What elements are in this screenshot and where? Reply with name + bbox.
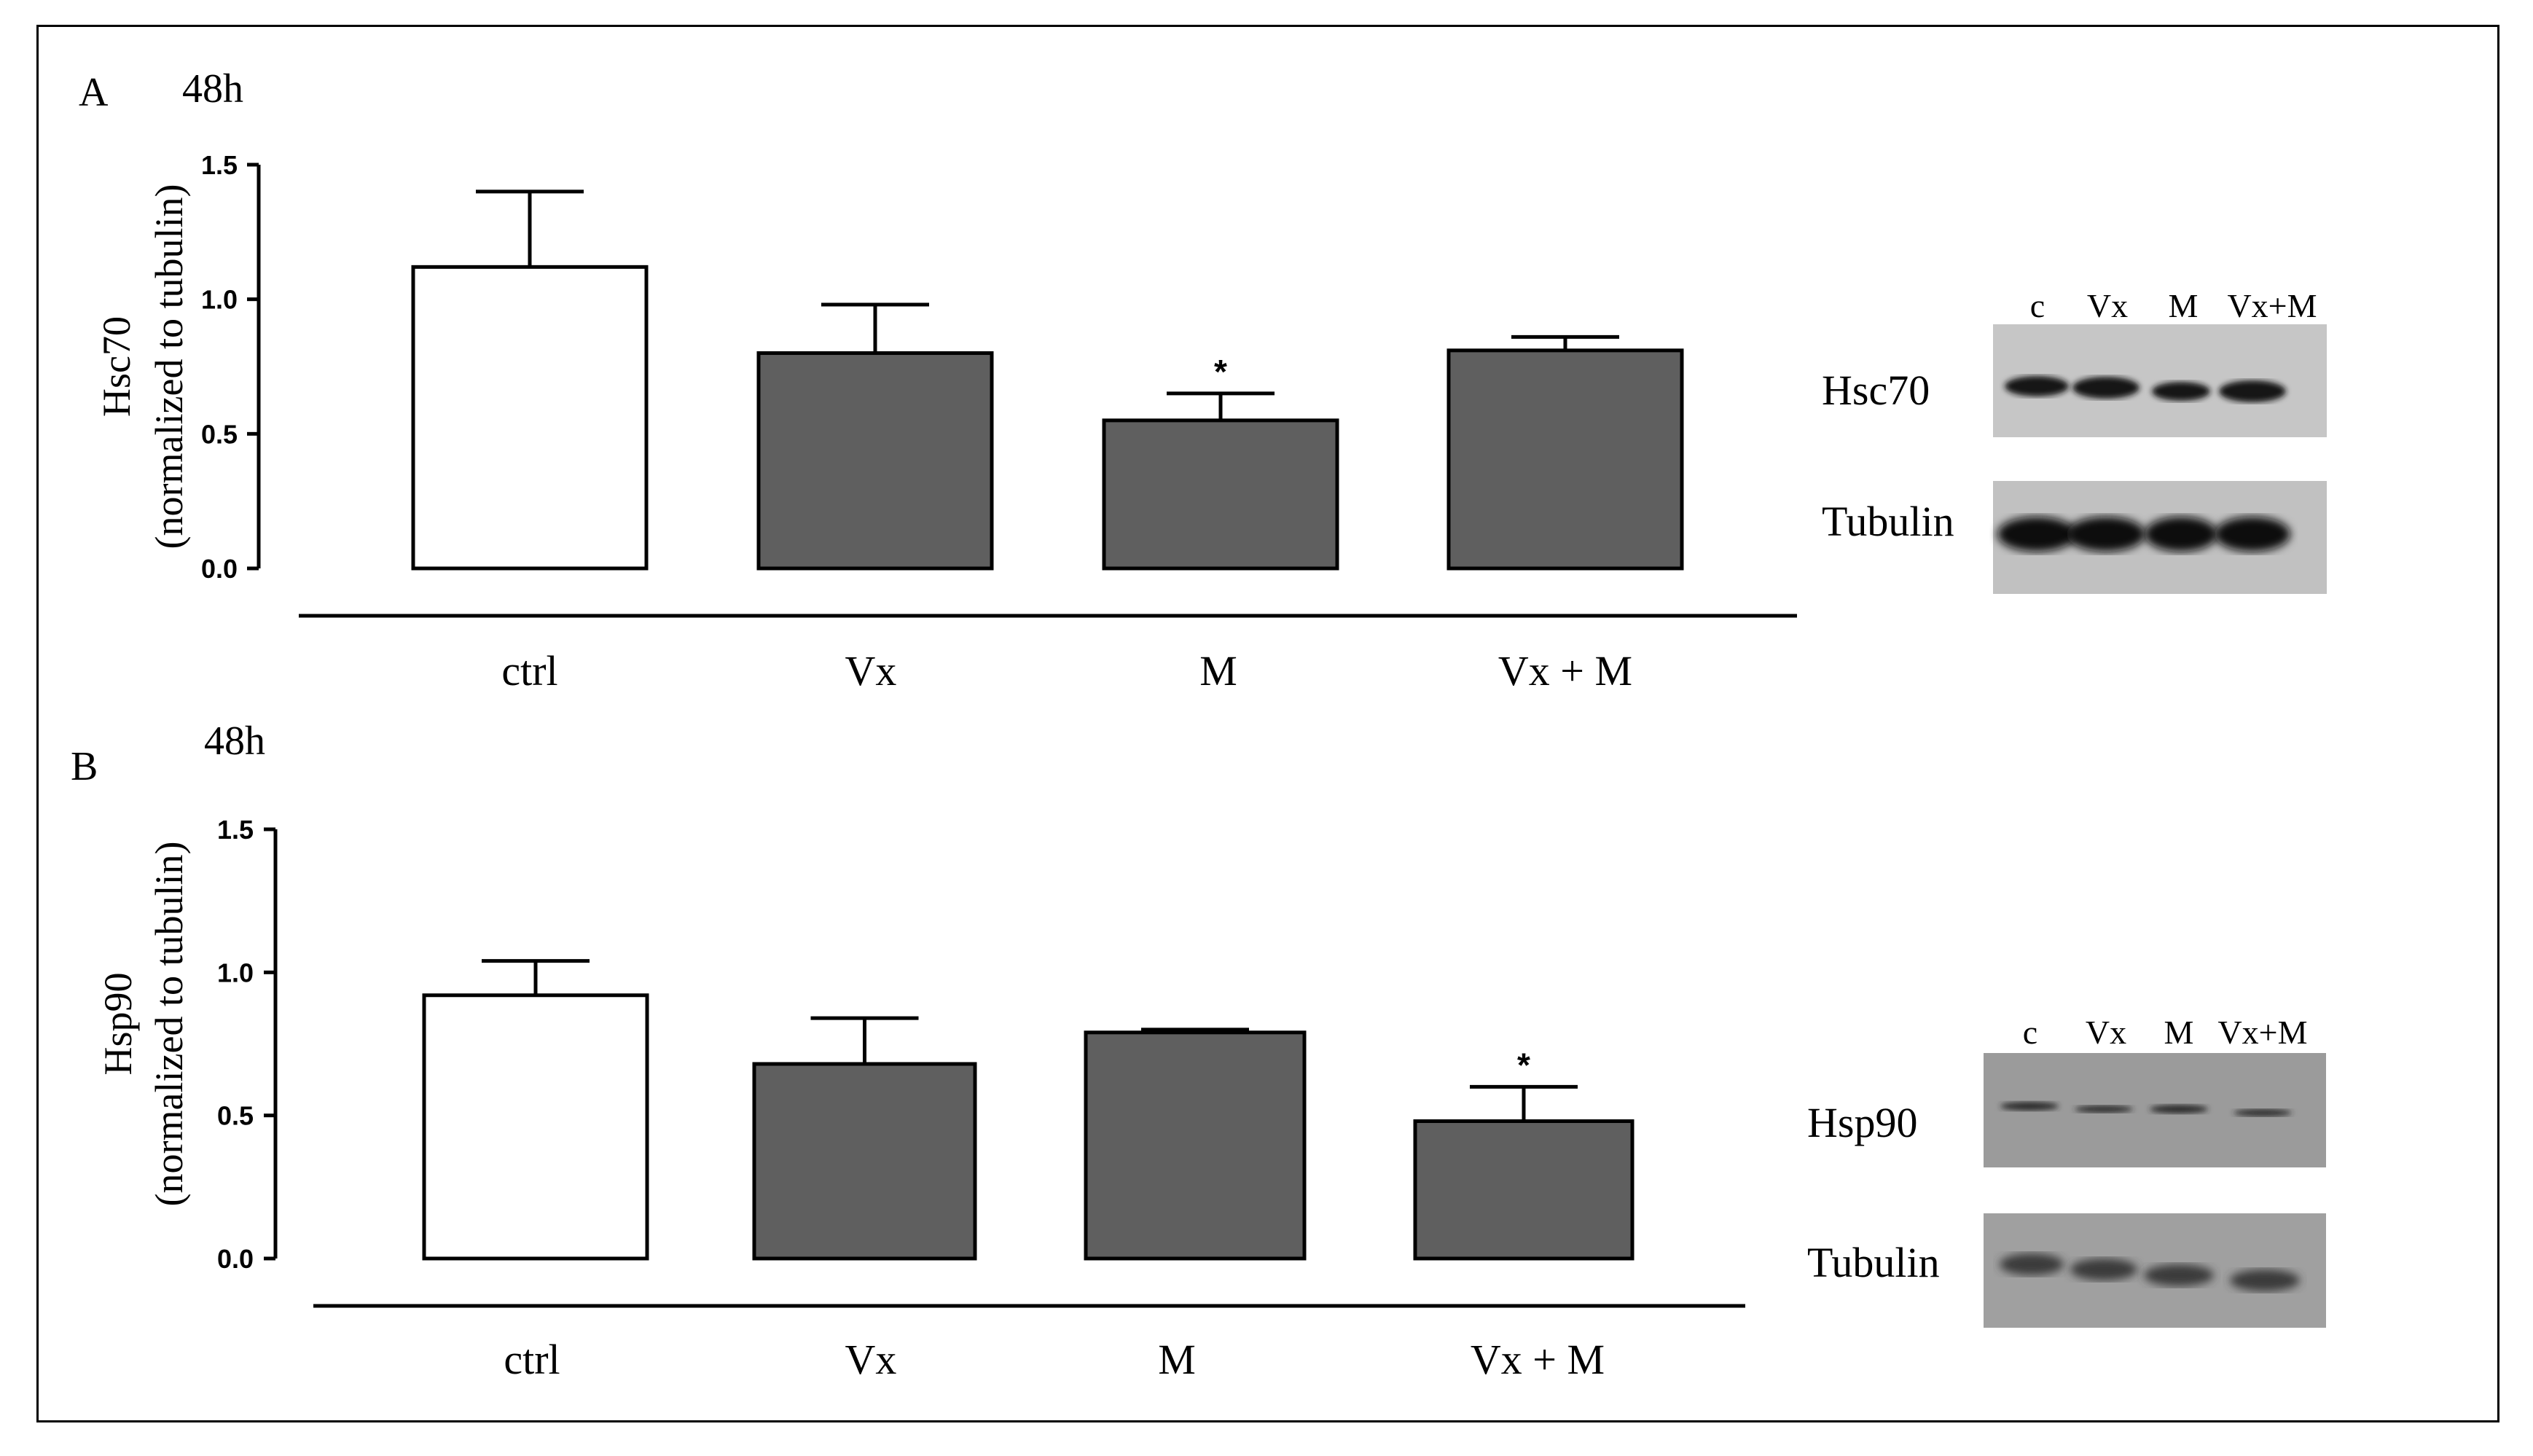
y-axis-subtitle: (normalized to tubulin) (147, 842, 191, 1207)
blot-band (2144, 1264, 2214, 1286)
y-tick-label: 1.5 (217, 815, 254, 845)
bar-4 (1446, 348, 1684, 571)
y-tick-label: 1.5 (201, 150, 238, 180)
y-axis-title: Hsp90 (96, 972, 140, 1075)
blot-band (2070, 1259, 2137, 1280)
category-label-2: Vx (845, 647, 897, 694)
category-label-2: Vx (845, 1336, 897, 1383)
blot-lane-label: Vx (2087, 287, 2128, 324)
blot-row-label: Tubulin (1807, 1239, 1940, 1286)
bar-2 (752, 1062, 977, 1261)
timepoint-label: 48h (182, 66, 243, 111)
blot-row-label: Hsp90 (1807, 1099, 1917, 1146)
category-label-3: M (1199, 647, 1237, 694)
blot-lane-label: c (2030, 287, 2045, 324)
y-axis-subtitle: (normalized to tubulin) (147, 184, 191, 549)
blot-lane-label: Vx (2086, 1014, 2126, 1051)
blot-band (2152, 382, 2210, 401)
blot-band (2005, 376, 2069, 396)
category-label-3: M (1158, 1336, 1196, 1383)
bar-4 (1413, 1119, 1634, 1261)
panel-letter: A (79, 70, 109, 115)
blot-band (2072, 377, 2139, 399)
blot-band (2000, 1102, 2059, 1111)
blot-lane-label: Vx+M (2227, 287, 2317, 324)
category-label-4: Vx + M (1471, 1336, 1605, 1383)
blot-lane-label: c (2023, 1014, 2037, 1051)
blot-lane-label: Vx+M (2217, 1014, 2307, 1051)
bar-1 (422, 993, 649, 1261)
bar-1 (411, 265, 649, 571)
y-axis-title: Hsc70 (95, 316, 138, 417)
y-tick-label: 1.0 (201, 285, 238, 315)
bar-2 (756, 351, 994, 571)
bar-3 (1084, 1030, 1307, 1261)
blot-band (2215, 517, 2290, 552)
bar-3 (1102, 418, 1339, 571)
y-tick-label: 0.0 (217, 1244, 254, 1274)
blot-row-label: Tubulin (1822, 498, 1954, 545)
y-tick-label: 1.0 (217, 958, 254, 987)
blot-band (2150, 1105, 2208, 1113)
y-tick-label: 0.5 (201, 419, 238, 449)
blot-row-label: Hsc70 (1822, 367, 1930, 414)
blot-band (1997, 517, 2076, 552)
blot-band (2230, 1269, 2300, 1291)
blot-band (2145, 517, 2217, 552)
blot-lane-label: M (2169, 287, 2199, 324)
category-label-1: ctrl (501, 647, 557, 694)
category-label-4: Vx + M (1498, 647, 1632, 694)
significance-marker: * (1517, 1046, 1530, 1084)
blot-lane-label: M (2164, 1014, 2194, 1051)
blot-band (2219, 380, 2286, 402)
panel-letter: B (71, 744, 98, 789)
category-label-1: ctrl (504, 1336, 560, 1383)
y-tick-label: 0.0 (201, 554, 238, 584)
blot-band (2067, 517, 2145, 552)
y-tick-label: 0.5 (217, 1101, 254, 1131)
significance-marker: * (1214, 353, 1227, 391)
timepoint-label: 48h (204, 719, 265, 764)
blot-band (2233, 1109, 2292, 1116)
blot-band (2000, 1253, 2064, 1275)
blot-band (2075, 1105, 2133, 1113)
